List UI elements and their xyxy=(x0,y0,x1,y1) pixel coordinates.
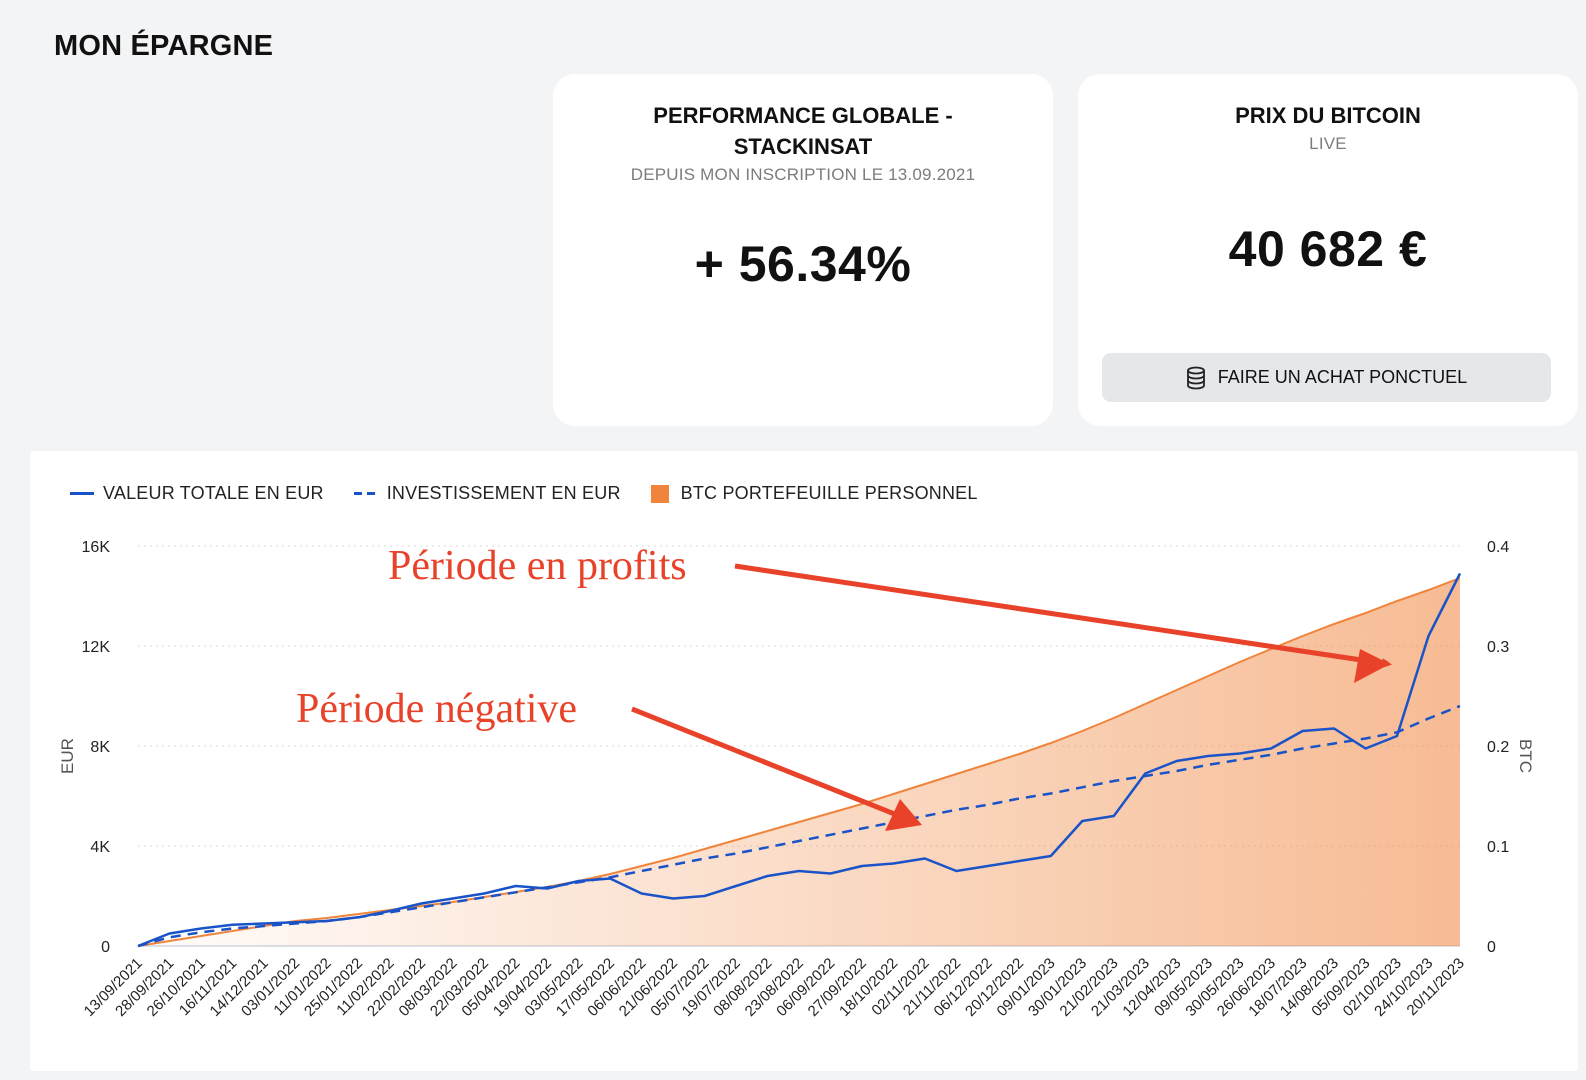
performance-card: PERFORMANCE GLOBALE - STACKINSAT DEPUIS … xyxy=(553,74,1053,426)
y-right-tick-label: 0.4 xyxy=(1487,539,1509,556)
performance-title: PERFORMANCE GLOBALE - STACKINSAT xyxy=(653,103,953,159)
legend-swatch-area xyxy=(650,484,669,503)
performance-value: + 56.34% xyxy=(694,236,912,292)
legend-swatch-solid xyxy=(70,492,94,495)
one-time-purchase-button[interactable]: FAIRE UN ACHAT PONCTUEL xyxy=(1102,353,1551,402)
legend-item-total-value[interactable]: VALEUR TOTALE EN EUR xyxy=(70,483,324,504)
chart-legend: VALEUR TOTALE EN EUR INVESTISSEMENT EN E… xyxy=(70,483,1008,504)
bitcoin-price-value: 40 682 € xyxy=(1228,221,1428,277)
one-time-purchase-label: FAIRE UN ACHAT PONCTUEL xyxy=(1217,367,1468,387)
annotation-profit-label: Période en profits xyxy=(388,543,687,589)
y-right-tick-label: 0 xyxy=(1487,939,1496,956)
legend-label: VALEUR TOTALE EN EUR xyxy=(103,483,324,503)
y-left-tick-label: 4K xyxy=(90,839,110,856)
legend-swatch-dashed xyxy=(353,492,378,495)
annotation-profit-arrow xyxy=(734,563,1392,669)
annotation-negative-label: Période négative xyxy=(296,686,577,732)
y-right-tick-label: 0.1 xyxy=(1487,839,1509,856)
performance-subtitle: DEPUIS MON INSCRIPTION LE 13.09.2021 xyxy=(630,165,976,184)
legend-item-btc-wallet[interactable]: BTC PORTEFEUILLE PERSONNEL xyxy=(650,483,978,504)
database-icon xyxy=(1186,366,1206,390)
y-right-tick-label: 0.3 xyxy=(1487,639,1509,656)
legend-label: BTC PORTEFEUILLE PERSONNEL xyxy=(680,483,978,503)
legend-item-investment[interactable]: INVESTISSEMENT EN EUR xyxy=(353,483,621,504)
btc-wallet-line xyxy=(137,577,1461,947)
savings-chart-card: VALEUR TOTALE EN EUR INVESTISSEMENT EN E… xyxy=(30,451,1578,1071)
btc-wallet-area xyxy=(138,578,1460,946)
y-right-tick-label: 0.2 xyxy=(1487,739,1509,756)
y-left-tick-label: 8K xyxy=(90,739,110,756)
total-value-line xyxy=(137,572,1462,948)
y-left-tick-label: 0 xyxy=(101,939,110,956)
legend-label: INVESTISSEMENT EN EUR xyxy=(386,483,621,503)
bitcoin-price-card: PRIX DU BITCOIN LIVE 40 682 € FAIRE UN A… xyxy=(1078,74,1578,426)
annotation-negative-arrowhead xyxy=(885,799,922,831)
y-left-tick-label: 16K xyxy=(82,539,111,556)
page-title: MON ÉPARGNE xyxy=(54,30,274,62)
y-left-tick-label: 12K xyxy=(82,639,111,656)
bitcoin-price-subtitle: LIVE xyxy=(1309,134,1347,153)
annotation-profit-arrowhead xyxy=(1354,649,1390,683)
bitcoin-price-title: PRIX DU BITCOIN xyxy=(1235,103,1421,128)
annotation-negative-arrow xyxy=(631,706,913,824)
